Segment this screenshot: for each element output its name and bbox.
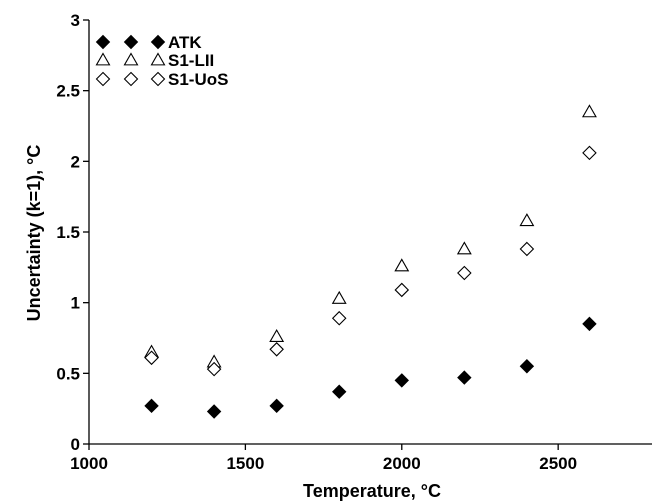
data-point: [145, 399, 158, 412]
legend-marker: [152, 73, 165, 86]
y-axis-title: Uncertainty (k=1), °C: [24, 145, 44, 322]
series-s1-lii: [145, 105, 596, 367]
x-tick-label: 1000: [70, 454, 108, 473]
legend-marker: [152, 54, 165, 65]
data-point: [520, 214, 533, 225]
data-point: [458, 371, 471, 384]
legend-marker: [97, 73, 110, 86]
data-point: [208, 405, 221, 418]
x-tick-label: 1500: [226, 454, 264, 473]
legend-item-s1-lii: S1-LII: [97, 51, 215, 70]
data-point: [458, 242, 471, 253]
y-tick-label: 0: [71, 435, 80, 454]
legend-marker: [125, 36, 138, 49]
y-tick-label: 2.5: [56, 82, 80, 101]
x-axis-title: Temperature, °C: [303, 481, 441, 501]
data-points: [145, 105, 596, 418]
legend-label: S1-UoS: [168, 70, 228, 89]
series-s1-uos: [145, 146, 596, 375]
x-tick-label: 2000: [383, 454, 421, 473]
legend-marker: [97, 54, 110, 65]
data-point: [520, 242, 533, 255]
legend-item-atk: ATK: [97, 33, 203, 52]
legend-marker: [125, 73, 138, 86]
y-tick-label: 2: [71, 152, 80, 171]
data-point: [395, 259, 408, 270]
data-point: [458, 266, 471, 279]
y-tick-label: 0.5: [56, 364, 80, 383]
data-point: [333, 292, 346, 303]
legend-marker: [125, 54, 138, 65]
x-tick-label: 2500: [539, 454, 577, 473]
data-point: [333, 312, 346, 325]
tick-marks: [83, 20, 558, 450]
legend-marker: [97, 36, 110, 49]
data-point: [270, 343, 283, 356]
legend-label: S1-LII: [168, 51, 214, 70]
data-point: [520, 360, 533, 373]
legend-label: ATK: [168, 33, 202, 52]
data-point: [395, 374, 408, 387]
legend-marker: [152, 36, 165, 49]
data-point: [395, 283, 408, 296]
legend-item-s1-uos: S1-UoS: [97, 70, 229, 89]
y-tick-label: 3: [71, 11, 80, 30]
data-point: [270, 330, 283, 341]
data-point: [333, 385, 346, 398]
data-point: [583, 105, 596, 116]
data-point: [583, 317, 596, 330]
data-point: [270, 399, 283, 412]
y-tick-label: 1.5: [56, 223, 80, 242]
y-tick-label: 1: [71, 294, 80, 313]
data-point: [583, 146, 596, 159]
